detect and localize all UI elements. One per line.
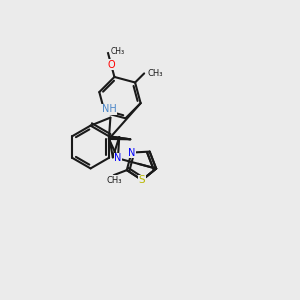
Text: NH: NH [101,104,116,114]
Text: CH₃: CH₃ [110,47,124,56]
Text: S: S [139,175,145,185]
Text: CH₃: CH₃ [148,69,163,78]
Text: CH₃: CH₃ [106,176,122,185]
Text: O: O [107,59,115,70]
Text: N: N [114,153,122,164]
Text: N: N [128,148,135,158]
